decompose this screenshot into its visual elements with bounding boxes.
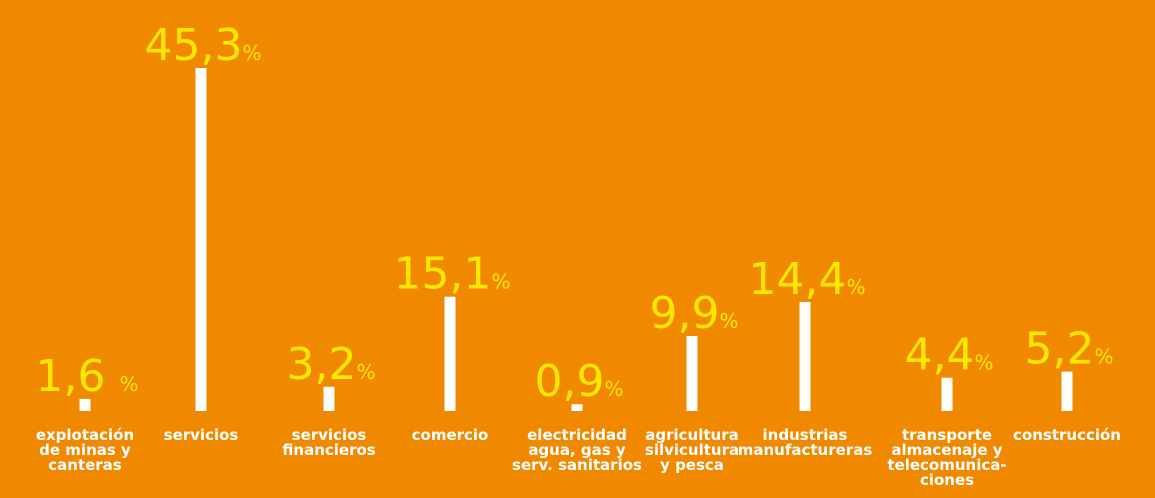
value-number-8: 5,2 xyxy=(1025,324,1095,375)
value-number-6: 14,4 xyxy=(749,254,847,305)
value-label-3: 15,1% xyxy=(394,249,511,300)
category-line: servicios xyxy=(292,426,367,444)
bar-4 xyxy=(571,404,583,411)
category-label-8: construcción xyxy=(1013,426,1121,444)
category-line: ciones xyxy=(920,471,974,489)
category-line: de minas y xyxy=(39,441,131,459)
value-unit-6: % xyxy=(846,275,865,299)
bar-8 xyxy=(1061,371,1073,411)
category-line: explotación xyxy=(36,426,134,444)
category-line: financieros xyxy=(282,441,376,459)
category-line: manufactureras xyxy=(738,441,873,459)
value-number-2: 3,2 xyxy=(287,339,357,390)
category-line: y pesca xyxy=(660,456,724,474)
value-label-6: 14,4% xyxy=(749,254,866,305)
value-number-1: 45,3 xyxy=(145,20,243,71)
value-label-0: 1,6 % xyxy=(36,351,139,402)
bar-2 xyxy=(323,386,335,411)
value-number-3: 15,1 xyxy=(394,249,492,300)
value-label-7: 4,4% xyxy=(905,330,994,381)
value-label-4: 0,9% xyxy=(535,356,624,407)
bar-3 xyxy=(444,296,456,411)
value-unit-3: % xyxy=(491,270,510,294)
value-unit-2: % xyxy=(356,360,375,384)
value-label-8: 5,2% xyxy=(1025,324,1114,375)
bar-7 xyxy=(941,377,953,411)
category-line: agricultura xyxy=(645,426,738,444)
category-line: silvicultura xyxy=(645,441,739,459)
category-line: agua, gas y xyxy=(528,441,626,459)
category-label-6: industrias manufactureras xyxy=(738,426,873,459)
value-unit-1: % xyxy=(242,41,261,65)
bar-0 xyxy=(79,398,91,411)
category-line: almacenaje y xyxy=(891,441,1002,459)
category-label-4: electricidad agua, gas y serv. sanitarios xyxy=(512,426,642,474)
value-number-0: 1,6 xyxy=(36,351,120,402)
value-unit-4: % xyxy=(604,377,623,401)
category-line: servicios xyxy=(164,426,239,444)
category-line: transporte xyxy=(902,426,992,444)
category-label-7: transporte almacenaje y telecomunica-cione… xyxy=(887,426,1006,489)
bar-1 xyxy=(195,68,207,411)
value-number-4: 0,9 xyxy=(535,356,605,407)
category-label-5: agricultura silvicultura y pesca xyxy=(645,426,739,474)
category-line: canteras xyxy=(48,456,122,474)
value-number-7: 4,4 xyxy=(905,330,975,381)
category-line: electricidad xyxy=(527,426,627,444)
value-number-5: 9,9 xyxy=(650,288,720,339)
value-label-5: 9,9% xyxy=(650,288,739,339)
bar-6 xyxy=(799,302,811,411)
category-line: industrias xyxy=(763,426,848,444)
category-label-0: explotación de minas y canteras xyxy=(36,426,134,474)
category-label-1: servicios xyxy=(164,426,239,444)
value-label-1: 45,3% xyxy=(145,20,262,71)
value-unit-8: % xyxy=(1094,345,1113,369)
category-label-3: comercio xyxy=(412,426,489,444)
value-unit-5: % xyxy=(719,309,738,333)
value-unit-0: % xyxy=(119,372,138,396)
value-label-2: 3,2% xyxy=(287,339,376,390)
category-line: serv. sanitarios xyxy=(512,456,642,474)
value-unit-7: % xyxy=(974,351,993,375)
category-line: telecomunica- xyxy=(887,456,1006,474)
bar-5 xyxy=(686,336,698,411)
category-line: construcción xyxy=(1013,426,1121,444)
category-label-2: servicios financieros xyxy=(282,426,376,459)
category-line: comercio xyxy=(412,426,489,444)
